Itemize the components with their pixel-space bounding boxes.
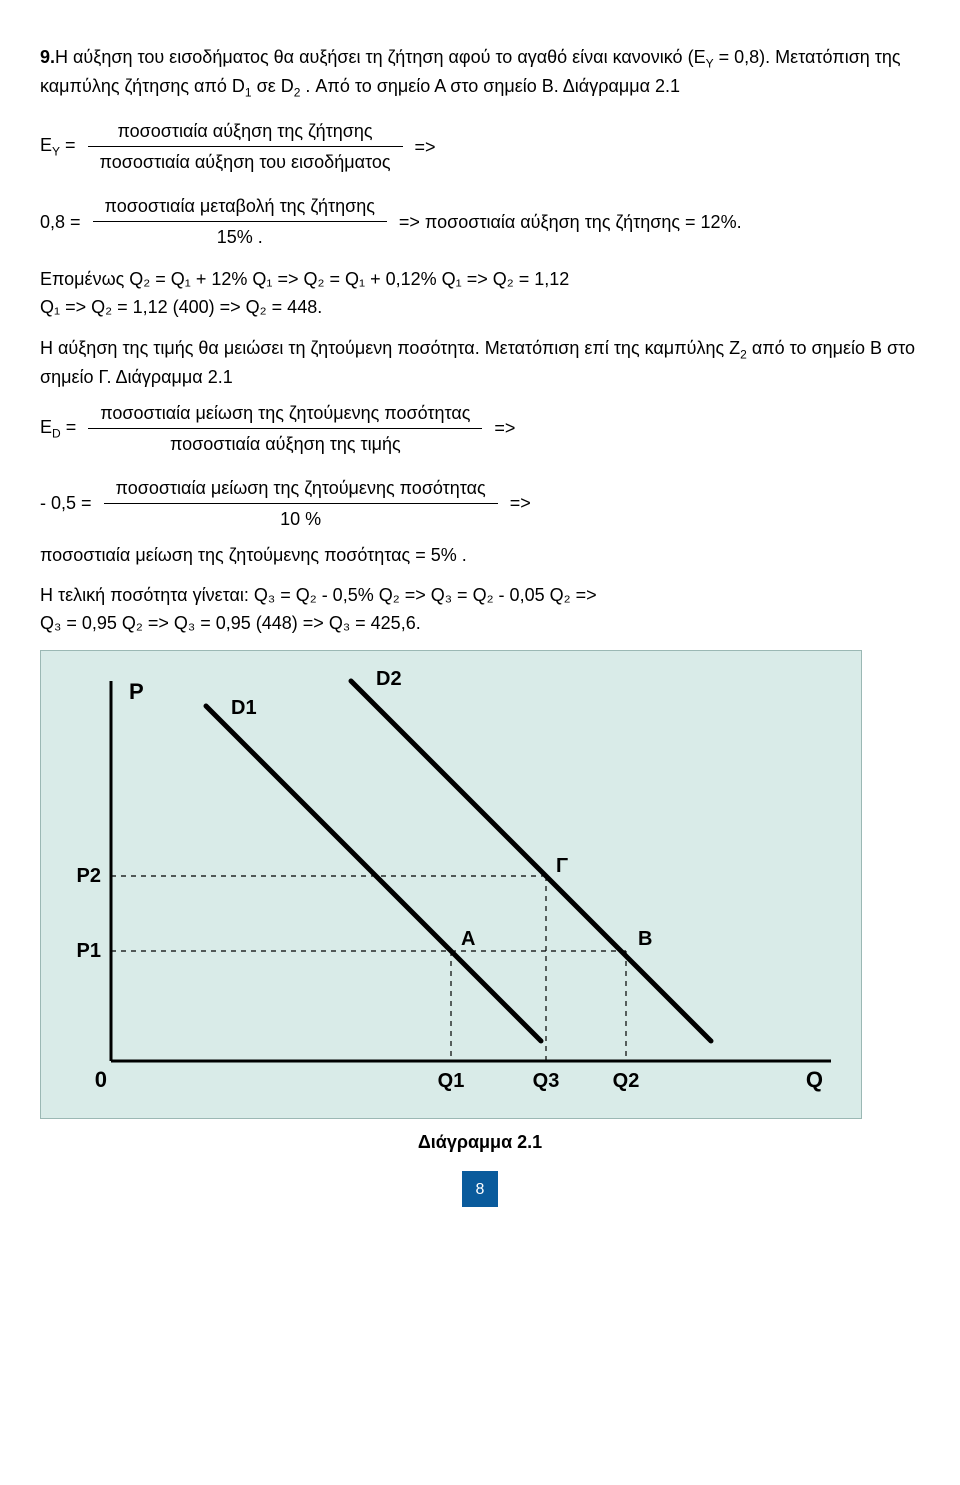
final-line2: Q₃ = 0,95 Q₂ => Q₃ = 0,95 (448) => Q₃ = … xyxy=(40,610,920,636)
page-number: 8 xyxy=(462,1171,498,1207)
eq3-num: ποσοστιαία μείωση της ζητούμενης ποσότητ… xyxy=(88,398,482,429)
eq4-num: ποσοστιαία μείωση της ζητούμενης ποσότητ… xyxy=(104,473,498,504)
mid-t1: Η αύξηση της τιμής θα μειώσει τη ζητούμε… xyxy=(40,338,740,358)
intro-paragraph: 9.Η αύξηση του εισοδήματος θα αυξήσει τη… xyxy=(40,44,920,102)
eq4-den: 10 % xyxy=(104,504,498,534)
eq1-rhs: => xyxy=(415,134,436,160)
final-line1: Η τελική ποσότητα γίνεται: Q₃ = Q₂ - 0,5… xyxy=(40,582,920,608)
eq2-den: 15% . xyxy=(93,222,387,252)
svg-text:P: P xyxy=(129,679,144,704)
svg-text:D2: D2 xyxy=(376,668,402,690)
eq4-lhs: - 0,5 = xyxy=(40,490,92,516)
svg-text:Q: Q xyxy=(806,1067,823,1092)
intro-t1: Η αύξηση του εισοδήματος θα αυξήσει τη ζ… xyxy=(55,47,706,67)
eq2-fraction: ποσοστιαία μεταβολή της ζήτησης 15% . xyxy=(93,191,387,252)
svg-text:B: B xyxy=(638,928,652,950)
calc-line2: Q₁ => Q₂ = 1,12 (400) => Q₂ = 448. xyxy=(40,294,920,320)
eq1-lhs-sub: Y xyxy=(52,145,60,159)
intro-t1d: . Από το σημείο Α στο σημείο Β. Διάγραμμ… xyxy=(300,76,680,96)
eq3-fraction: ποσοστιαία μείωση της ζητούμενης ποσότητ… xyxy=(88,398,482,459)
mid-paragraph: Η αύξηση της τιμής θα μειώσει τη ζητούμε… xyxy=(40,335,920,390)
equation-08: 0,8 = ποσοστιαία μεταβολή της ζήτησης 15… xyxy=(40,191,920,252)
svg-text:0: 0 xyxy=(95,1067,107,1092)
diagram-caption: Διάγραμμα 2.1 xyxy=(40,1129,920,1155)
svg-text:Q2: Q2 xyxy=(613,1070,640,1092)
calc-line3: ποσοστιαία μείωση της ζητούμενης ποσότητ… xyxy=(40,542,920,568)
lead-number: 9. xyxy=(40,47,55,67)
equation-05: - 0,5 = ποσοστιαία μείωση της ζητούμενης… xyxy=(40,473,920,534)
calc-line1: Επομένως Q₂ = Q₁ + 12% Q₁ => Q₂ = Q₁ + 0… xyxy=(40,266,920,292)
eq1-lhs-eq: = xyxy=(60,135,76,155)
eq3-lhs: E xyxy=(40,417,52,437)
eq3-lhs-sub: D xyxy=(52,426,61,440)
eq3-den: ποσοστιαία αύξηση της τιμής xyxy=(88,429,482,459)
svg-text:A: A xyxy=(461,928,475,950)
intro-t1c: σε D xyxy=(252,76,294,96)
eq4-fraction: ποσοστιαία μείωση της ζητούμενης ποσότητ… xyxy=(104,473,498,534)
eq2-rhs: => ποσοστιαία αύξηση της ζήτησης = 12%. xyxy=(399,209,742,235)
eq1-num: ποσοστιαία αύξηση της ζήτησης xyxy=(88,116,403,147)
intro-sub1: 1 xyxy=(245,86,252,100)
equation-ey: EY = ποσοστιαία αύξηση της ζήτησης ποσοσ… xyxy=(40,116,920,177)
diagram-2-1: P Q 0 D1 D2 P1 P2 Q1 Q3 Q2 A B Γ xyxy=(40,650,862,1119)
eq2-num: ποσοστιαία μεταβολή της ζήτησης xyxy=(93,191,387,222)
eq3-rhs: => xyxy=(494,415,515,441)
svg-text:P1: P1 xyxy=(77,940,101,962)
svg-text:P2: P2 xyxy=(77,865,101,887)
eq3-lhs-eq: = xyxy=(61,417,77,437)
eq2-lhs: 0,8 = xyxy=(40,209,81,235)
mid-sub2: 2 xyxy=(740,347,747,361)
svg-text:Γ: Γ xyxy=(556,855,568,877)
eq1-den: ποσοστιαία αύξηση του εισοδήματος xyxy=(88,147,403,177)
equation-ed: ED = ποσοστιαία μείωση της ζητούμενης πο… xyxy=(40,398,920,459)
eq4-rhs: => xyxy=(510,490,531,516)
demand-curves-chart: P Q 0 D1 D2 P1 P2 Q1 Q3 Q2 A B Γ xyxy=(41,651,861,1111)
intro-subY: Y xyxy=(706,57,714,71)
svg-text:Q1: Q1 xyxy=(438,1070,465,1092)
eq1-fraction: ποσοστιαία αύξηση της ζήτησης ποσοστιαία… xyxy=(88,116,403,177)
svg-text:D1: D1 xyxy=(231,697,257,719)
eq1-lhs: E xyxy=(40,135,52,155)
svg-text:Q3: Q3 xyxy=(533,1070,560,1092)
